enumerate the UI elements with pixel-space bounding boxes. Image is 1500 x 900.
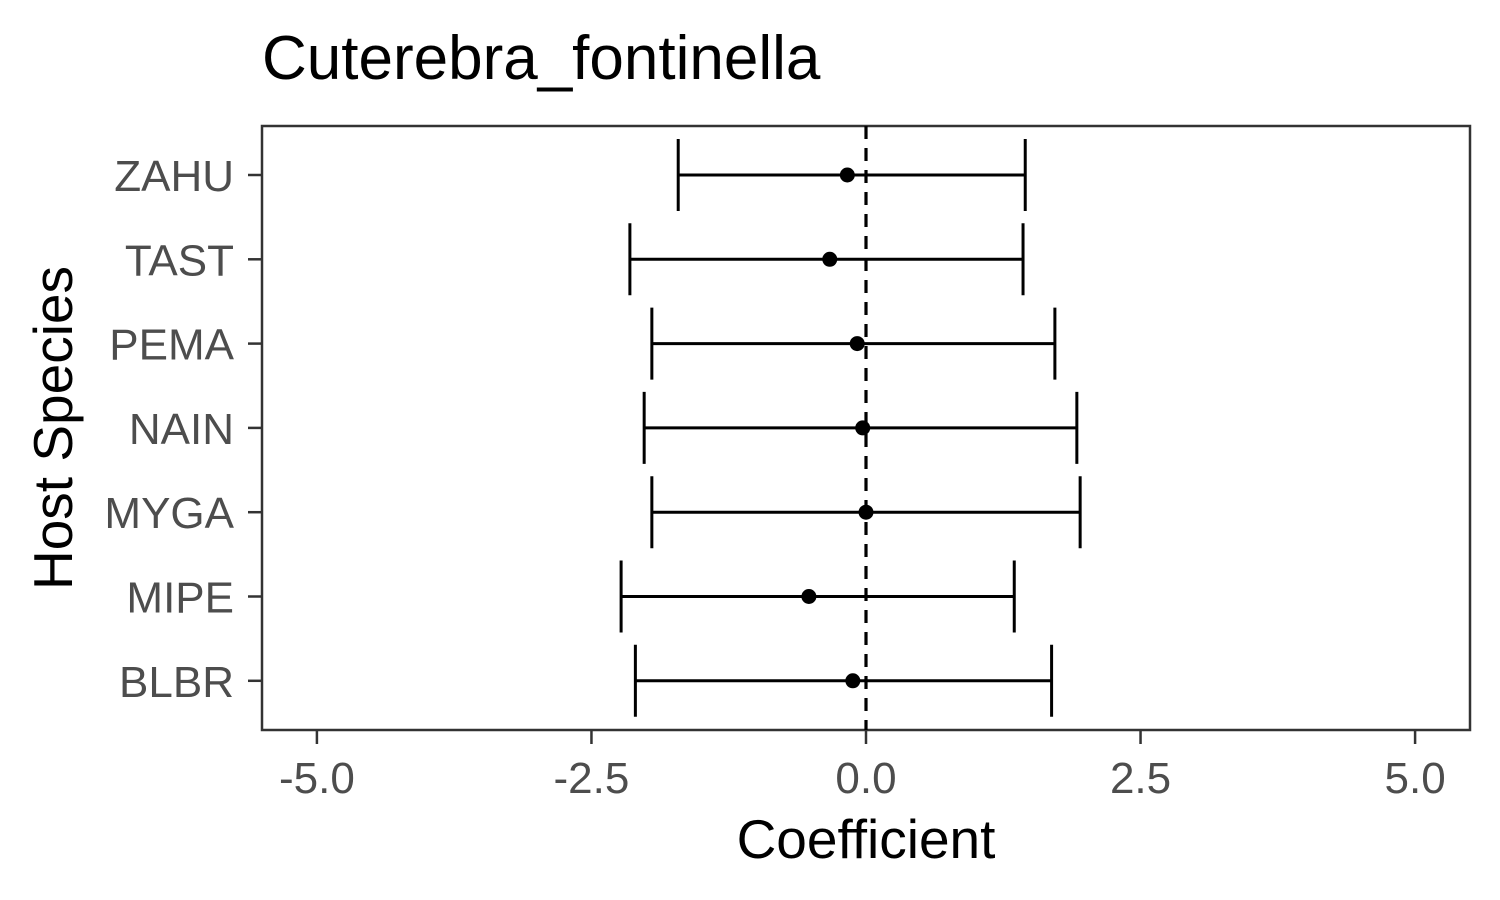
y-tick-label-tast: TAST <box>125 236 234 285</box>
x-tick-label-4: 5.0 <box>1385 754 1446 803</box>
point-estimate-myga <box>858 504 874 520</box>
point-estimate-nain <box>855 420 871 436</box>
point-estimate-zahu <box>839 167 855 183</box>
x-axis: -5.0 -2.5 0.0 2.5 5.0 <box>279 730 1446 803</box>
chart-title: Cuterebra_fontinella <box>262 24 821 93</box>
error-bars-layer <box>619 139 1082 717</box>
y-tick-label-nain: NAIN <box>129 405 234 454</box>
y-tick-label-mipe: MIPE <box>126 574 234 623</box>
point-estimate-pema <box>849 336 865 352</box>
point-estimate-blbr <box>845 673 861 689</box>
point-estimate-tast <box>822 251 838 267</box>
y-axis: ZAHU TAST PEMA NAIN MYGA MIPE BLBR <box>104 152 262 707</box>
x-tick-label-3: 2.5 <box>1110 754 1171 803</box>
x-tick-label-2: 0.0 <box>835 754 896 803</box>
y-axis-title: Host Species <box>22 266 84 590</box>
y-tick-label-blbr: BLBR <box>119 658 234 707</box>
x-tick-label-1: -2.5 <box>554 754 630 803</box>
y-tick-label-zahu: ZAHU <box>114 152 234 201</box>
point-estimate-mipe <box>801 589 817 604</box>
x-axis-title: Coefficient <box>737 808 996 870</box>
y-tick-label-pema: PEMA <box>109 321 234 370</box>
x-tick-label-0: -5.0 <box>279 754 355 803</box>
y-tick-label-myga: MYGA <box>104 489 234 538</box>
